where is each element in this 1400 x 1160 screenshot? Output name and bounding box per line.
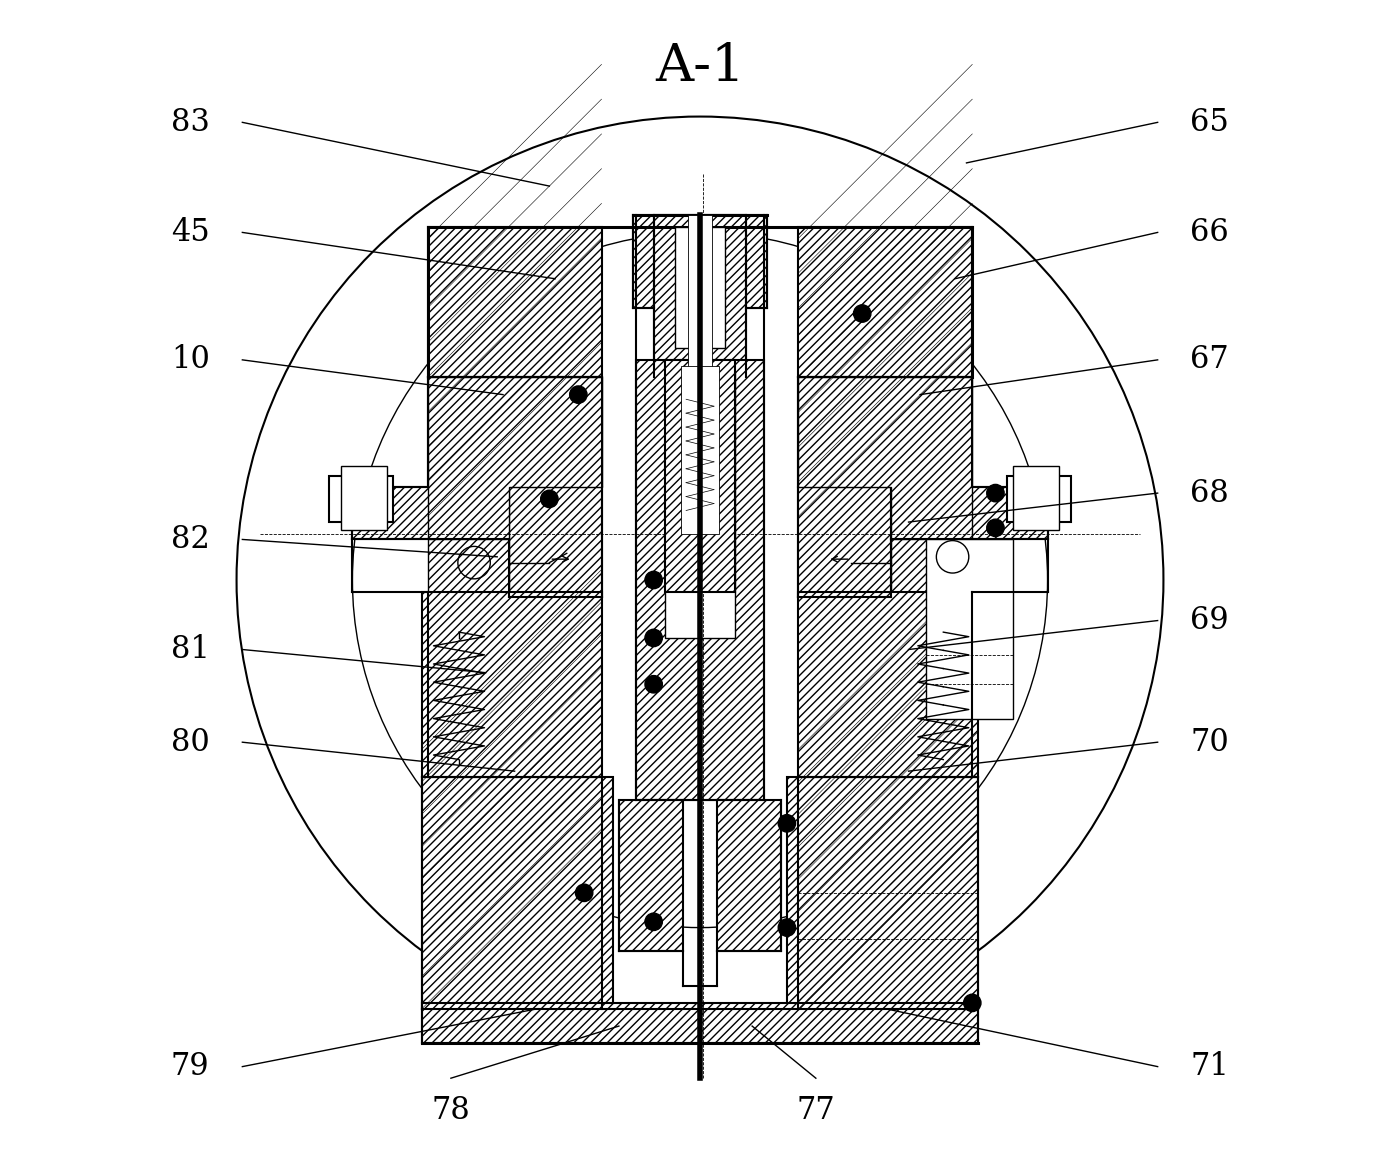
Bar <box>909 377 972 487</box>
Bar <box>925 539 1012 719</box>
Bar <box>633 215 767 307</box>
Bar <box>1007 476 1071 522</box>
Circle shape <box>645 572 662 588</box>
Polygon shape <box>892 539 972 597</box>
Text: 70: 70 <box>1190 726 1229 757</box>
Bar <box>787 777 979 1009</box>
Text: 81: 81 <box>171 635 210 665</box>
Polygon shape <box>798 377 972 539</box>
Text: A-1: A-1 <box>655 42 745 93</box>
Text: 65: 65 <box>1190 107 1229 138</box>
Bar <box>1012 466 1060 530</box>
Circle shape <box>778 919 795 936</box>
Text: 69: 69 <box>1190 606 1229 636</box>
Bar <box>619 800 683 951</box>
Polygon shape <box>428 377 602 539</box>
Bar <box>340 466 388 530</box>
Bar <box>428 226 602 377</box>
Circle shape <box>854 305 871 322</box>
Text: 71: 71 <box>1190 1051 1229 1082</box>
Bar <box>798 592 979 777</box>
Text: 67: 67 <box>1190 345 1229 376</box>
Circle shape <box>963 994 981 1012</box>
Bar <box>421 777 613 1009</box>
Circle shape <box>645 629 662 646</box>
Bar <box>508 487 602 597</box>
Text: 77: 77 <box>797 1095 836 1126</box>
Circle shape <box>778 814 795 832</box>
Circle shape <box>570 386 587 404</box>
Bar <box>675 226 725 348</box>
Text: 82: 82 <box>171 524 210 554</box>
Bar <box>665 371 735 638</box>
Bar <box>636 360 764 800</box>
Text: 78: 78 <box>431 1095 470 1126</box>
Bar <box>717 800 781 951</box>
Bar <box>654 215 746 377</box>
Text: 45: 45 <box>171 217 210 248</box>
Bar <box>682 365 718 534</box>
Circle shape <box>575 884 592 901</box>
Circle shape <box>987 485 1004 502</box>
Bar <box>892 487 1047 539</box>
Bar <box>353 487 508 539</box>
Bar <box>798 487 892 597</box>
Circle shape <box>987 520 1004 537</box>
Bar <box>798 226 972 377</box>
Circle shape <box>645 913 662 930</box>
Text: 68: 68 <box>1190 478 1229 508</box>
Text: 80: 80 <box>171 726 210 757</box>
Text: 10: 10 <box>171 345 210 376</box>
Bar <box>421 592 602 777</box>
Circle shape <box>540 491 559 508</box>
Bar <box>508 377 602 487</box>
Bar <box>421 1003 979 1044</box>
Bar <box>689 215 711 377</box>
Bar <box>798 377 892 487</box>
Bar <box>665 360 735 592</box>
Circle shape <box>645 675 662 693</box>
Text: 79: 79 <box>171 1051 210 1082</box>
Text: 66: 66 <box>1190 217 1229 248</box>
Text: 83: 83 <box>171 107 210 138</box>
Polygon shape <box>428 539 508 597</box>
Bar <box>428 377 491 487</box>
Bar <box>329 476 393 522</box>
